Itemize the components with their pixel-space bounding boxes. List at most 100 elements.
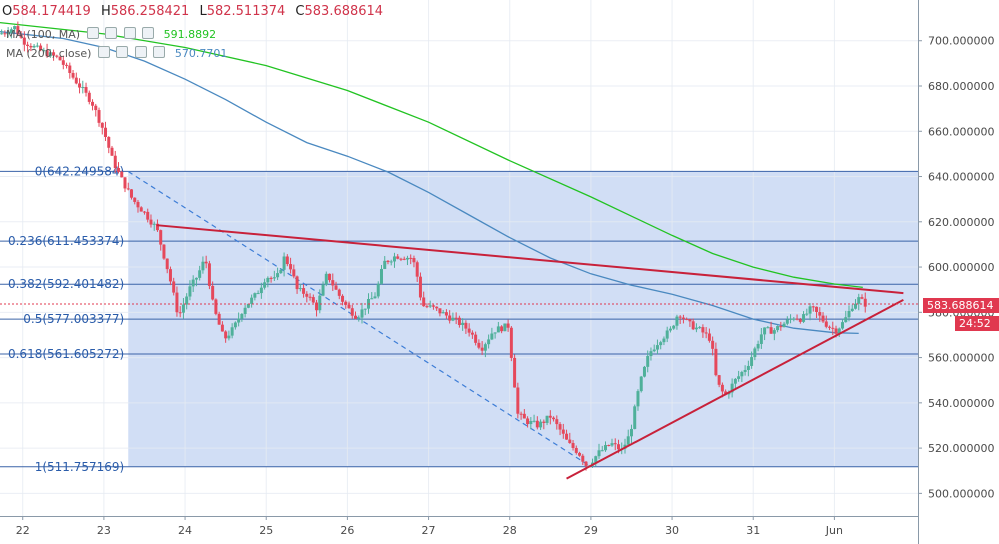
candle-body	[19, 34, 23, 38]
candle-body	[341, 295, 345, 302]
candle-body	[672, 325, 676, 329]
candle-body	[39, 45, 43, 51]
candle-body	[750, 357, 754, 366]
candle-body	[6, 33, 10, 35]
candle-body	[240, 314, 244, 319]
eye-icon[interactable]	[86, 27, 99, 39]
candle-body	[211, 285, 215, 300]
candle-body	[831, 327, 835, 329]
candle-body	[324, 273, 328, 285]
candle-body	[594, 456, 598, 463]
more-icon[interactable]	[142, 27, 155, 39]
x-tick-label: Jun	[825, 524, 843, 537]
candle-body	[107, 136, 111, 148]
ma200-legend[interactable]: MA (200, close) 570.7701	[6, 46, 227, 60]
candle-body	[753, 348, 757, 358]
ma100-legend[interactable]: MA (100, MA) 591.8892	[6, 27, 216, 41]
candle-body	[743, 369, 747, 372]
candle-body	[305, 293, 309, 297]
candle-body	[315, 302, 319, 311]
candle-body	[139, 207, 143, 212]
candle-body	[483, 344, 487, 351]
x-tick-label: 28	[503, 524, 517, 537]
y-tick-label: 620.000000	[928, 216, 994, 229]
ma200-value: 570.7701	[174, 47, 228, 60]
trendline-resistance	[156, 224, 904, 295]
candle-body	[61, 60, 65, 65]
close-icon[interactable]	[134, 46, 147, 58]
candle-body	[470, 332, 474, 335]
candle-body	[802, 314, 806, 322]
ohlc-open-key: O	[2, 4, 13, 19]
candle-body	[292, 269, 296, 277]
candle-body	[13, 26, 17, 30]
more-icon[interactable]	[153, 46, 166, 58]
candle-body	[246, 303, 250, 308]
y-tick-label: 640.000000	[928, 171, 994, 184]
y-axis-panel	[918, 0, 999, 544]
candle-body	[759, 334, 763, 344]
fib-level-label: 0.618(561.605272)	[8, 347, 124, 361]
candle-body	[574, 447, 578, 453]
candle-body	[769, 327, 773, 334]
eye-icon[interactable]	[97, 46, 110, 58]
candle-body	[207, 263, 211, 286]
candle-body	[668, 328, 672, 331]
close-icon[interactable]	[123, 27, 136, 39]
candle-body	[724, 391, 728, 395]
current-price-tag: 583.688614	[923, 298, 999, 313]
candle-body	[863, 298, 867, 307]
ohlc-close-key: C	[295, 4, 305, 19]
candle-body	[123, 177, 127, 189]
settings-icon[interactable]	[105, 27, 118, 39]
candle-body	[399, 258, 403, 260]
y-tick-label: 700.000000	[928, 35, 994, 48]
candle-body	[243, 307, 247, 315]
candle-body	[552, 417, 556, 420]
x-tick-label: 26	[340, 524, 354, 537]
x-tick-label: 24	[178, 524, 192, 537]
candle-body	[558, 424, 562, 430]
x-tick-label: 23	[97, 524, 111, 537]
candle-body	[659, 342, 663, 346]
candle-body	[746, 365, 750, 370]
candle-body	[438, 308, 442, 314]
candle-body	[81, 87, 85, 89]
ma100-label: MA (100, MA)	[6, 28, 81, 41]
settings-icon[interactable]	[116, 46, 129, 58]
candle-body	[500, 326, 504, 332]
candle-body	[428, 305, 432, 307]
candle-body	[308, 296, 312, 298]
candle-body	[29, 46, 33, 48]
candle-body	[415, 262, 419, 277]
candle-body	[396, 256, 400, 259]
candle-body	[763, 327, 767, 335]
candle-body	[652, 349, 656, 352]
fib-level-label: 0.236(611.453374)	[8, 234, 124, 248]
candle-body	[370, 298, 374, 300]
candle-body	[276, 273, 280, 278]
candle-body	[698, 327, 702, 329]
candle-body	[331, 280, 335, 286]
candle-body	[78, 83, 82, 88]
candle-body	[818, 312, 822, 316]
candle-body	[266, 277, 270, 283]
candle-body	[613, 443, 617, 445]
candle-body	[220, 324, 224, 332]
ohlc-close: 583.688614	[304, 4, 384, 19]
candle-body	[344, 301, 348, 305]
candle-body	[779, 326, 783, 328]
candle-body	[785, 319, 789, 324]
candle-body	[448, 315, 452, 321]
candle-body	[685, 318, 689, 320]
candle-body	[828, 326, 832, 328]
candle-body	[837, 328, 841, 334]
candle-body	[318, 295, 322, 311]
candle-body	[383, 260, 387, 269]
candle-body	[253, 293, 257, 298]
candle-body	[152, 223, 156, 225]
ma200-label: MA (200, close)	[6, 47, 92, 60]
candle-body	[87, 92, 91, 102]
ohlc-low-key: L	[199, 4, 207, 19]
